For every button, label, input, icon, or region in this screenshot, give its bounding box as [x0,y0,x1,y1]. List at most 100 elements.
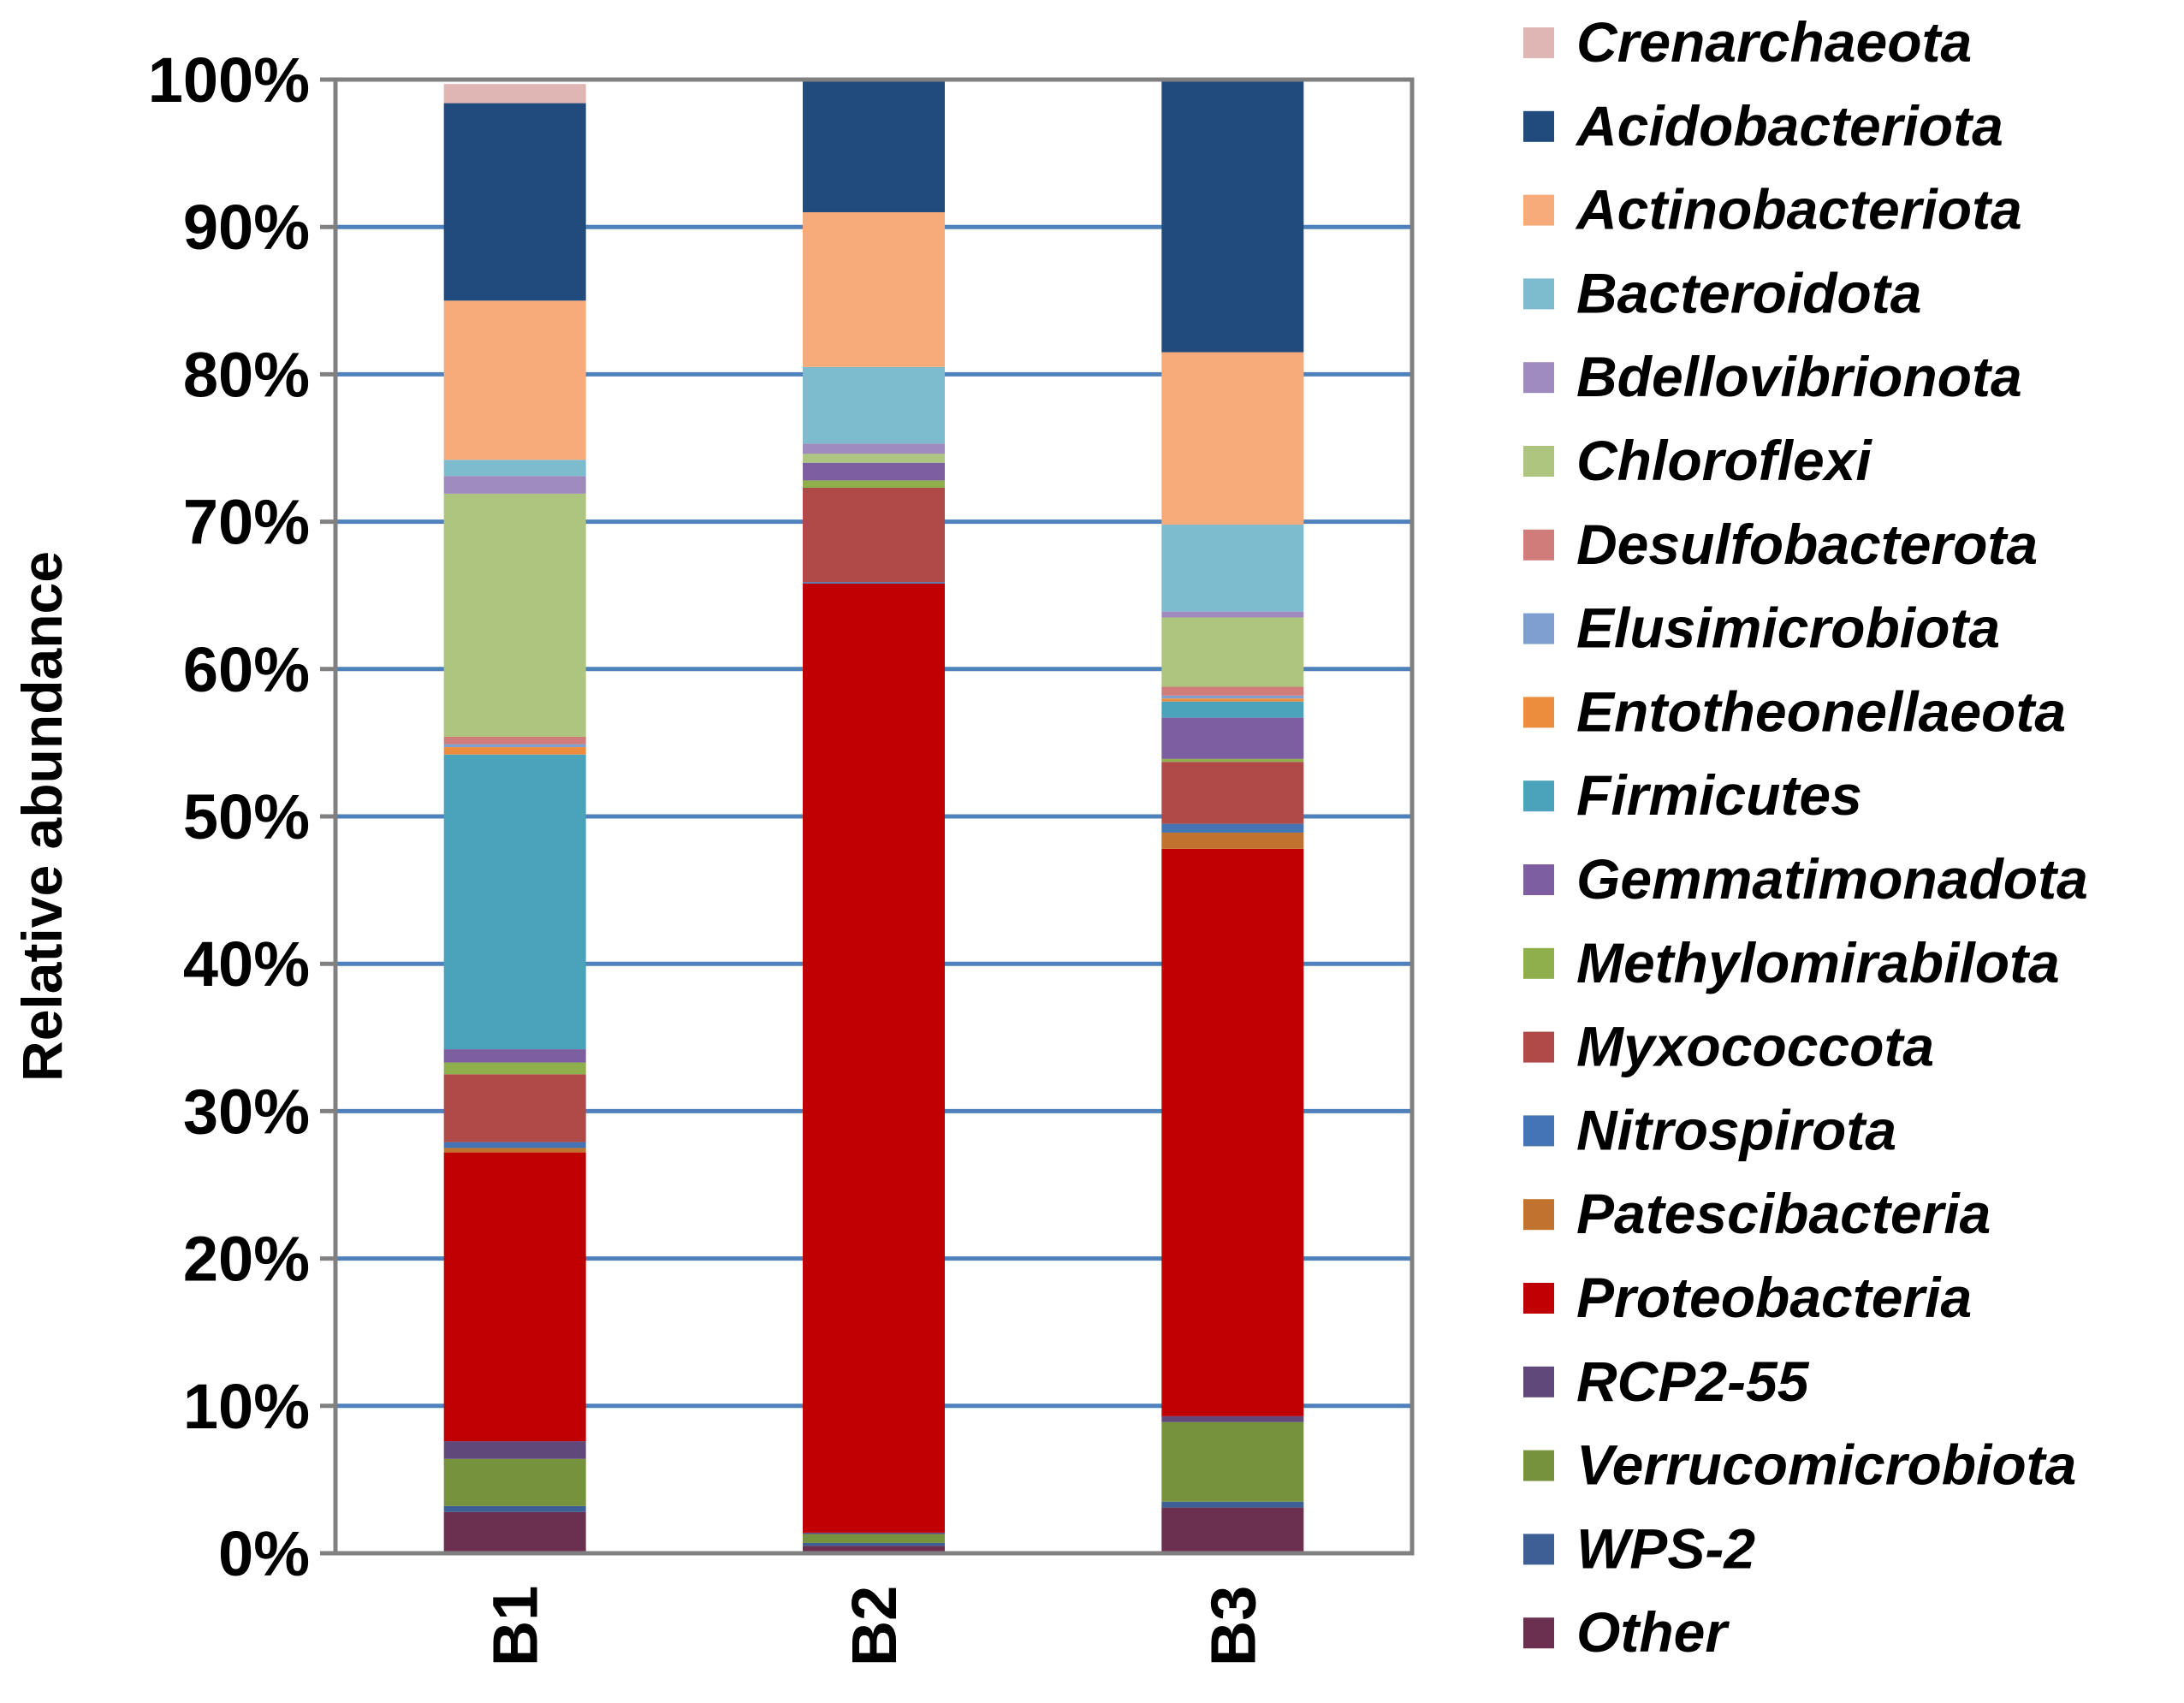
legend-label: Verrucomicrobiota [1576,1433,2076,1497]
legend-label: WPS-2 [1576,1516,1755,1580]
bar-segment [803,583,945,1533]
legend-swatch [1523,110,1554,142]
bar-segment [443,1505,586,1512]
bar-segment [1161,1507,1304,1553]
legend-label: Crenarchaeota [1576,10,1972,74]
legend-label: Acidobacteriota [1575,94,2003,157]
legend-swatch [1523,446,1554,477]
bar-segment [443,493,586,738]
legend-swatch [1523,1617,1554,1649]
bar-segment [1161,611,1304,618]
legend-swatch [1523,1366,1554,1397]
bar-segment [443,1458,586,1506]
legend: Crenarchaeota Acidobacteriota Actinobacter… [1523,10,2088,1664]
bar-segment [443,103,586,301]
legend-swatch [1523,27,1554,58]
bar-segment [803,443,945,454]
bar-segment [803,454,945,463]
y-tick-label: 90% [183,192,310,263]
legend-label: Entotheonellaeota [1576,679,2066,743]
bar-segment [1161,80,1304,353]
bar-segment [1161,352,1304,525]
y-tick-label: 100% [148,45,310,116]
bar-segment [803,1534,945,1543]
legend-swatch [1523,1450,1554,1481]
bar-segment [1161,848,1304,1416]
legend-swatch [1523,1115,1554,1147]
legend-label: Actinobacteriota [1575,178,2022,241]
x-category-label: B1 [480,1586,551,1667]
bar-segment [443,744,586,748]
legend-label: Proteobacteria [1576,1266,1972,1329]
bar-segment [443,476,586,494]
legend-swatch [1523,194,1554,226]
bar-segment [1161,698,1304,702]
y-tick-labels: 0% 10% 20% 30% 40% 50% 60% 70% 80% 90% 100% [148,45,335,1589]
bar-segment [803,582,945,584]
bar-segment [443,1511,586,1553]
legend-label: Methylomirabilota [1576,931,2060,994]
legend-label: Gemmatimonadota [1576,847,2088,911]
bar-segment [803,211,945,367]
legend-swatch [1523,1199,1554,1231]
y-tick-label: 30% [183,1076,310,1147]
x-category-label: B2 [839,1586,910,1667]
bar-segment [443,747,586,755]
bar-segment [1161,1501,1304,1508]
legend-label: Desulfobacterota [1576,513,2038,576]
y-tick-label: 0% [218,1518,310,1589]
y-tick-label: 20% [183,1224,310,1295]
bar-segment [1161,525,1304,612]
bar-segment [1161,1421,1304,1502]
bar-segment [1161,832,1304,849]
bar-segment [443,1142,586,1148]
bar-segment [803,1542,945,1546]
bar-segment [1161,758,1304,762]
legend-label: Elusimicrobiota [1576,596,2000,660]
bar-segment [803,487,945,583]
bar-segment [1161,762,1304,824]
bar-segment [443,1441,586,1459]
bar-segment [803,480,945,488]
legend-swatch [1523,947,1554,979]
y-tick-label: 70% [183,487,310,558]
bar-segment [803,1532,945,1534]
bar-segment [443,754,586,1050]
bar-segment [443,737,586,745]
legend-label: RCP2-55 [1576,1350,1810,1413]
bars [443,80,1304,1553]
x-category-labels: B1 B2 B3 [480,1586,1269,1667]
bar-segment [443,84,586,104]
bar-segment [443,460,586,477]
y-tick-label: 10% [183,1371,310,1442]
legend-label: Patescibacteria [1576,1182,1991,1245]
legend-swatch [1523,1031,1554,1063]
legend-swatch [1523,362,1554,394]
y-tick-label: 60% [183,634,310,705]
y-tick-label: 50% [183,781,310,852]
x-category-label: B3 [1197,1586,1268,1667]
legend-label: Bacteroidota [1576,261,1921,324]
bar-segment [443,1152,586,1442]
bar-segment [1161,686,1304,696]
bar-segment [1161,617,1304,687]
bar-segment [443,300,586,460]
legend-swatch [1523,780,1554,812]
bar-segment [443,1049,586,1063]
bar-segment [803,366,945,444]
legend-label: Nitrospirota [1576,1098,1896,1161]
bar-segment [443,1074,586,1142]
legend-label: Other [1576,1600,1730,1664]
legend-label: Firmicutes [1576,763,1862,827]
y-axis-title: Relative abundance [10,551,74,1082]
bar-segment [1161,717,1304,759]
bar-segment [803,1546,945,1553]
bar-segment [1161,823,1304,833]
y-tick-label: 80% [183,339,310,410]
legend-swatch [1523,1283,1554,1314]
bar-segment [803,462,945,481]
bar-segment [1161,695,1304,699]
legend-label: Myxococcota [1576,1015,1934,1078]
legend-swatch [1523,529,1554,561]
